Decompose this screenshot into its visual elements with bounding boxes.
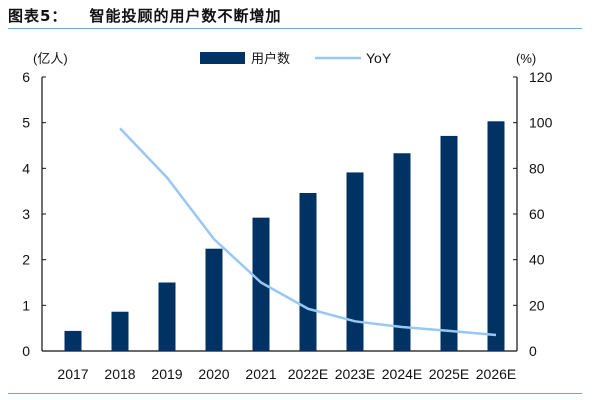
bar-2020 <box>205 248 223 351</box>
bar-2022E <box>299 192 317 351</box>
right-tick-label: 80 <box>529 160 545 176</box>
right-tick-label: 20 <box>529 297 545 313</box>
figure-label: 图表5： <box>8 7 68 25</box>
left-tick-label: 1 <box>22 297 30 313</box>
x-tick-label: 2020 <box>198 366 229 382</box>
x-tick-label: 2019 <box>151 366 182 382</box>
left-tick-label: 3 <box>22 206 30 222</box>
x-tick-label: 2023E <box>335 366 375 382</box>
x-tick-label: 2024E <box>382 366 422 382</box>
bar-2018 <box>111 311 129 351</box>
x-tick-label: 2026E <box>476 366 516 382</box>
legend-label-bar: 用户数 <box>251 51 290 66</box>
left-tick-label: 6 <box>22 69 30 85</box>
right-tick-label: 100 <box>529 115 553 131</box>
legend-label-line: YoY <box>366 50 392 66</box>
x-tick-label: 2018 <box>104 366 135 382</box>
right-tick-label: 40 <box>529 252 545 268</box>
x-tick-label: 2017 <box>57 366 88 382</box>
bottom-rule <box>8 393 582 394</box>
legend-swatch-bar <box>200 52 245 64</box>
right-tick-label: 0 <box>529 343 537 359</box>
figure-title-text: 智能投顾的用户数不断增加 <box>89 7 282 25</box>
left-tick-label: 0 <box>22 343 30 359</box>
right-axis-label: (%) <box>516 51 536 66</box>
bar-2019 <box>158 282 176 351</box>
bar-2017 <box>64 330 82 351</box>
bar-2024E <box>393 153 411 351</box>
bar-2023E <box>346 172 364 351</box>
left-axis-label: (亿人) <box>33 51 68 66</box>
bar-2025E <box>440 135 458 351</box>
title-rule <box>8 28 582 29</box>
figure-title: 图表5： 智能投顾的用户数不断增加 <box>8 5 281 26</box>
bar-2026E <box>487 121 505 352</box>
x-tick-label: 2021 <box>245 366 276 382</box>
left-tick-label: 5 <box>22 115 30 131</box>
left-tick-label: 4 <box>22 160 30 176</box>
bar-2021 <box>252 217 270 351</box>
x-tick-label: 2025E <box>429 366 469 382</box>
left-tick-label: 2 <box>22 252 30 268</box>
x-tick-label: 2022E <box>288 366 328 382</box>
right-tick-label: 60 <box>529 206 545 222</box>
right-tick-label: 120 <box>529 69 553 85</box>
